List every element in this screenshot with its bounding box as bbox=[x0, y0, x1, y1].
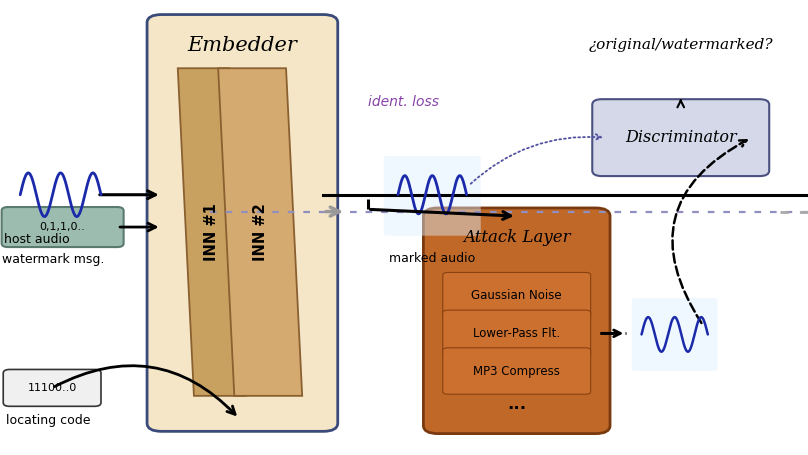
FancyBboxPatch shape bbox=[592, 99, 769, 176]
Text: watermark msg.: watermark msg. bbox=[2, 253, 104, 266]
Text: marked audio: marked audio bbox=[389, 252, 475, 265]
Text: ident. loss: ident. loss bbox=[368, 96, 439, 109]
Text: 11100..0: 11100..0 bbox=[27, 383, 77, 393]
FancyBboxPatch shape bbox=[443, 310, 591, 357]
Text: 0,1,1,0..: 0,1,1,0.. bbox=[40, 222, 86, 232]
FancyBboxPatch shape bbox=[384, 156, 481, 236]
FancyBboxPatch shape bbox=[443, 273, 591, 319]
Polygon shape bbox=[218, 68, 302, 396]
Polygon shape bbox=[178, 68, 246, 396]
Text: ...: ... bbox=[507, 395, 526, 414]
Text: INN #1: INN #1 bbox=[204, 203, 219, 261]
FancyBboxPatch shape bbox=[443, 348, 591, 394]
Text: MP3 Compress: MP3 Compress bbox=[473, 364, 560, 378]
Text: Attack Layer: Attack Layer bbox=[463, 229, 570, 246]
FancyBboxPatch shape bbox=[2, 207, 124, 247]
Text: ¿original/watermarked?: ¿original/watermarked? bbox=[588, 38, 773, 52]
Text: Discriminator: Discriminator bbox=[625, 129, 737, 146]
FancyBboxPatch shape bbox=[3, 369, 101, 406]
FancyBboxPatch shape bbox=[423, 208, 610, 434]
Text: Lower-Pass Flt.: Lower-Pass Flt. bbox=[473, 327, 560, 340]
Text: locating code: locating code bbox=[6, 414, 90, 427]
Text: INN #2: INN #2 bbox=[253, 203, 267, 261]
Text: Gaussian Noise: Gaussian Noise bbox=[471, 289, 562, 302]
Text: Embedder: Embedder bbox=[187, 36, 297, 56]
FancyBboxPatch shape bbox=[632, 298, 718, 371]
FancyBboxPatch shape bbox=[147, 15, 338, 431]
Text: host audio: host audio bbox=[4, 233, 69, 247]
